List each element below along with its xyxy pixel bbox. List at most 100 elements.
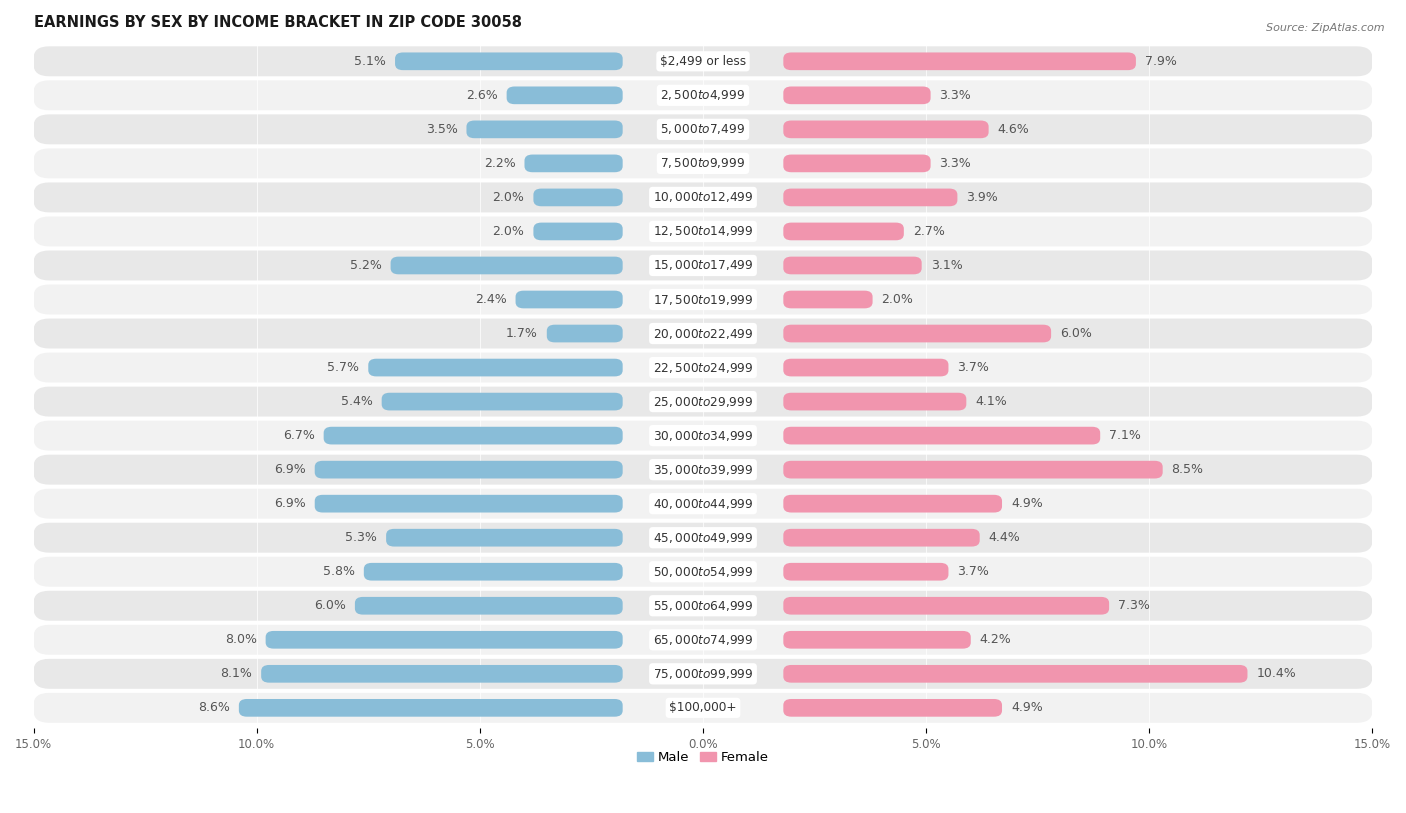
FancyBboxPatch shape: [547, 324, 623, 342]
Text: 4.6%: 4.6%: [997, 123, 1029, 136]
FancyBboxPatch shape: [467, 120, 623, 138]
Text: 6.7%: 6.7%: [283, 429, 315, 442]
FancyBboxPatch shape: [34, 115, 1372, 145]
FancyBboxPatch shape: [395, 53, 623, 70]
Text: $25,000 to $29,999: $25,000 to $29,999: [652, 394, 754, 409]
Text: 3.9%: 3.9%: [966, 191, 998, 204]
FancyBboxPatch shape: [783, 120, 988, 138]
Text: $7,500 to $9,999: $7,500 to $9,999: [661, 156, 745, 171]
FancyBboxPatch shape: [323, 427, 623, 445]
FancyBboxPatch shape: [387, 528, 623, 546]
FancyBboxPatch shape: [34, 557, 1372, 587]
Text: 5.3%: 5.3%: [346, 531, 377, 544]
FancyBboxPatch shape: [783, 597, 1109, 615]
Text: 5.1%: 5.1%: [354, 54, 387, 67]
FancyBboxPatch shape: [783, 699, 1002, 717]
Text: 3.1%: 3.1%: [931, 259, 962, 272]
FancyBboxPatch shape: [783, 495, 1002, 512]
FancyBboxPatch shape: [34, 523, 1372, 553]
FancyBboxPatch shape: [783, 53, 1136, 70]
FancyBboxPatch shape: [34, 250, 1372, 280]
Text: $5,000 to $7,499: $5,000 to $7,499: [661, 123, 745, 137]
Text: 3.7%: 3.7%: [957, 361, 990, 374]
Text: 6.9%: 6.9%: [274, 463, 305, 476]
FancyBboxPatch shape: [783, 324, 1052, 342]
Text: 8.1%: 8.1%: [221, 667, 252, 680]
Text: $35,000 to $39,999: $35,000 to $39,999: [652, 463, 754, 476]
FancyBboxPatch shape: [783, 86, 931, 104]
Text: 5.8%: 5.8%: [323, 565, 354, 578]
Text: $100,000+: $100,000+: [669, 702, 737, 715]
FancyBboxPatch shape: [783, 563, 949, 580]
Text: $75,000 to $99,999: $75,000 to $99,999: [652, 667, 754, 680]
FancyBboxPatch shape: [34, 387, 1372, 416]
FancyBboxPatch shape: [783, 154, 931, 172]
Text: 5.7%: 5.7%: [328, 361, 360, 374]
Text: 8.5%: 8.5%: [1171, 463, 1204, 476]
FancyBboxPatch shape: [783, 189, 957, 207]
Text: 4.1%: 4.1%: [976, 395, 1007, 408]
FancyBboxPatch shape: [34, 489, 1372, 519]
Text: $65,000 to $74,999: $65,000 to $74,999: [652, 633, 754, 647]
FancyBboxPatch shape: [262, 665, 623, 683]
Text: 2.4%: 2.4%: [475, 293, 506, 306]
Text: 3.5%: 3.5%: [426, 123, 457, 136]
Text: 2.6%: 2.6%: [465, 89, 498, 102]
Text: 7.9%: 7.9%: [1144, 54, 1177, 67]
Text: 2.0%: 2.0%: [492, 225, 524, 238]
Text: 7.3%: 7.3%: [1118, 599, 1150, 612]
FancyBboxPatch shape: [266, 631, 623, 649]
Text: 4.4%: 4.4%: [988, 531, 1021, 544]
FancyBboxPatch shape: [783, 665, 1247, 683]
Text: 5.2%: 5.2%: [350, 259, 381, 272]
Text: 10.4%: 10.4%: [1257, 667, 1296, 680]
Text: EARNINGS BY SEX BY INCOME BRACKET IN ZIP CODE 30058: EARNINGS BY SEX BY INCOME BRACKET IN ZIP…: [34, 15, 522, 30]
FancyBboxPatch shape: [783, 291, 873, 308]
FancyBboxPatch shape: [34, 149, 1372, 178]
Text: 4.9%: 4.9%: [1011, 498, 1043, 511]
FancyBboxPatch shape: [368, 359, 623, 376]
Text: 3.3%: 3.3%: [939, 157, 972, 170]
Text: $30,000 to $34,999: $30,000 to $34,999: [652, 428, 754, 442]
Text: 4.9%: 4.9%: [1011, 702, 1043, 715]
FancyBboxPatch shape: [783, 223, 904, 241]
FancyBboxPatch shape: [533, 223, 623, 241]
FancyBboxPatch shape: [783, 461, 1163, 479]
FancyBboxPatch shape: [506, 86, 623, 104]
Text: $20,000 to $22,499: $20,000 to $22,499: [652, 327, 754, 341]
FancyBboxPatch shape: [315, 495, 623, 512]
Text: $12,500 to $14,999: $12,500 to $14,999: [652, 224, 754, 238]
FancyBboxPatch shape: [34, 216, 1372, 246]
FancyBboxPatch shape: [783, 359, 949, 376]
FancyBboxPatch shape: [34, 285, 1372, 315]
FancyBboxPatch shape: [315, 461, 623, 479]
FancyBboxPatch shape: [524, 154, 623, 172]
Text: 1.7%: 1.7%: [506, 327, 538, 340]
FancyBboxPatch shape: [239, 699, 623, 717]
FancyBboxPatch shape: [783, 427, 1101, 445]
Text: 4.2%: 4.2%: [980, 633, 1011, 646]
FancyBboxPatch shape: [516, 291, 623, 308]
FancyBboxPatch shape: [34, 693, 1372, 723]
FancyBboxPatch shape: [783, 257, 922, 274]
Text: 6.0%: 6.0%: [314, 599, 346, 612]
FancyBboxPatch shape: [783, 528, 980, 546]
Text: $2,500 to $4,999: $2,500 to $4,999: [661, 89, 745, 102]
FancyBboxPatch shape: [34, 80, 1372, 111]
Text: 6.9%: 6.9%: [274, 498, 305, 511]
Text: $45,000 to $49,999: $45,000 to $49,999: [652, 531, 754, 545]
Text: 8.0%: 8.0%: [225, 633, 257, 646]
Text: 3.3%: 3.3%: [939, 89, 972, 102]
Text: 3.7%: 3.7%: [957, 565, 990, 578]
FancyBboxPatch shape: [533, 189, 623, 207]
FancyBboxPatch shape: [34, 319, 1372, 349]
FancyBboxPatch shape: [391, 257, 623, 274]
Text: Source: ZipAtlas.com: Source: ZipAtlas.com: [1267, 23, 1385, 33]
Text: $17,500 to $19,999: $17,500 to $19,999: [652, 293, 754, 307]
Text: 2.0%: 2.0%: [492, 191, 524, 204]
FancyBboxPatch shape: [381, 393, 623, 411]
Text: 5.4%: 5.4%: [340, 395, 373, 408]
Text: 2.2%: 2.2%: [484, 157, 516, 170]
FancyBboxPatch shape: [354, 597, 623, 615]
Text: $15,000 to $17,499: $15,000 to $17,499: [652, 259, 754, 272]
